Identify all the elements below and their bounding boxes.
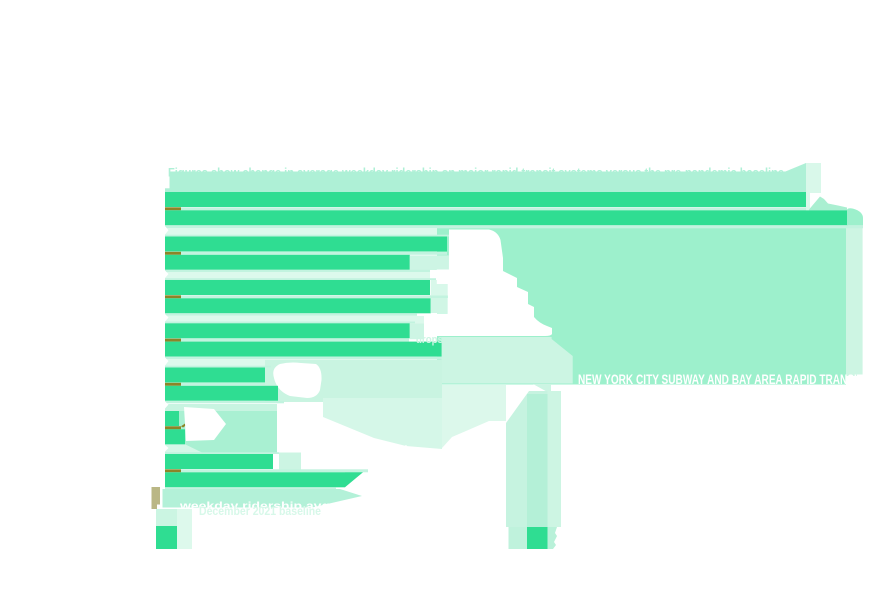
svg-text:NEW YORK CITY SUBWAY AND BAY A: NEW YORK CITY SUBWAY AND BAY AREA RAPID … bbox=[578, 372, 864, 387]
svg-text:December 2021 baseline: December 2021 baseline bbox=[199, 506, 321, 518]
svg-text:Figures show change in average: Figures show change in average weekday r… bbox=[168, 166, 784, 180]
svg-text:weekday ridership avg: weekday ridership avg bbox=[179, 501, 330, 513]
svg-text:drops: drops bbox=[416, 334, 443, 346]
